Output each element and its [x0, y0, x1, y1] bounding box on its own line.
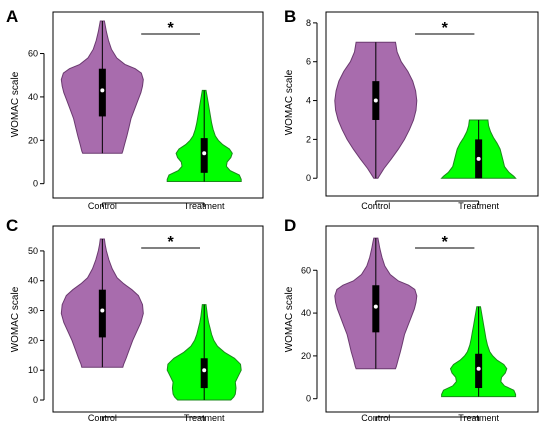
iqr-box-control: [372, 285, 380, 333]
y-tick-label: 2: [306, 134, 311, 144]
median-dot-control: [373, 98, 378, 103]
significance-mark: *: [167, 20, 174, 37]
plot-frame: [325, 225, 539, 413]
y-tick-label: 8: [306, 18, 311, 28]
x-tick-label: Control: [88, 201, 117, 211]
panel-letter: B: [284, 7, 296, 26]
y-axis-title: WOMAC scale: [10, 71, 21, 137]
panel-d: D 0 20 40 60 WOMAC scale Control Treatment *: [284, 216, 539, 423]
median-dot-control: [100, 308, 105, 313]
y-axis-title: WOMAC scale: [10, 286, 21, 352]
significance-mark: *: [442, 234, 449, 251]
x-tick-label: Treatment: [184, 413, 225, 423]
x-tick-label: Control: [88, 413, 117, 423]
y-tick-label: 50: [28, 246, 38, 256]
y-tick-label: 20: [28, 335, 38, 345]
panel-a: A 0 20 40 60 WOMAC scale Control Treatment *: [6, 7, 264, 211]
y-tick-label: 6: [306, 57, 311, 67]
significance-mark: *: [167, 234, 174, 251]
iqr-box-control: [98, 289, 106, 338]
panel-letter: D: [284, 216, 296, 235]
x-tick-label: Treatment: [458, 413, 499, 423]
iqr-box-treatment: [200, 358, 208, 389]
y-tick-label: 30: [28, 306, 38, 316]
y-tick-label: 0: [306, 394, 311, 404]
median-dot-treatment: [476, 366, 481, 371]
y-tick-label: 40: [301, 308, 311, 318]
iqr-box-treatment: [200, 138, 208, 173]
y-axis-title: WOMAC scale: [284, 286, 295, 352]
median-dot-treatment: [202, 368, 207, 373]
significance-mark: *: [442, 20, 449, 37]
y-tick-label: 20: [301, 351, 311, 361]
y-tick-label: 20: [28, 135, 38, 145]
panel-letter: C: [6, 216, 18, 235]
y-tick-label: 10: [28, 365, 38, 375]
y-tick-label: 4: [306, 96, 311, 106]
panel-letter: A: [6, 7, 18, 26]
x-tick-label: Control: [361, 201, 390, 211]
panel-c: C 0 10 20 30 40 50 WOMAC scale Control Treatment *: [6, 216, 264, 423]
y-tick-label: 40: [28, 276, 38, 286]
median-dot-treatment: [202, 151, 207, 156]
plot-frame: [52, 225, 264, 413]
plot-frame: [325, 11, 539, 197]
x-tick-label: Treatment: [184, 201, 225, 211]
y-axis-title: WOMAC scale: [284, 69, 295, 135]
x-tick-label: Control: [361, 413, 390, 423]
y-tick-label: 60: [301, 265, 311, 275]
y-tick-label: 0: [33, 395, 38, 405]
median-dot-control: [100, 88, 105, 93]
y-tick-label: 60: [28, 49, 38, 59]
panel-b: B 0 2 4 6 8 WOMAC scale Control Treatment *: [284, 7, 539, 211]
y-tick-label: 0: [306, 173, 311, 183]
median-dot-control: [373, 304, 378, 309]
median-dot-treatment: [476, 156, 481, 161]
x-tick-label: Treatment: [458, 201, 499, 211]
y-tick-label: 0: [33, 179, 38, 189]
plot-frame: [52, 11, 264, 199]
iqr-box-control: [98, 68, 106, 117]
y-tick-label: 40: [28, 92, 38, 102]
iqr-box-treatment: [475, 353, 483, 389]
